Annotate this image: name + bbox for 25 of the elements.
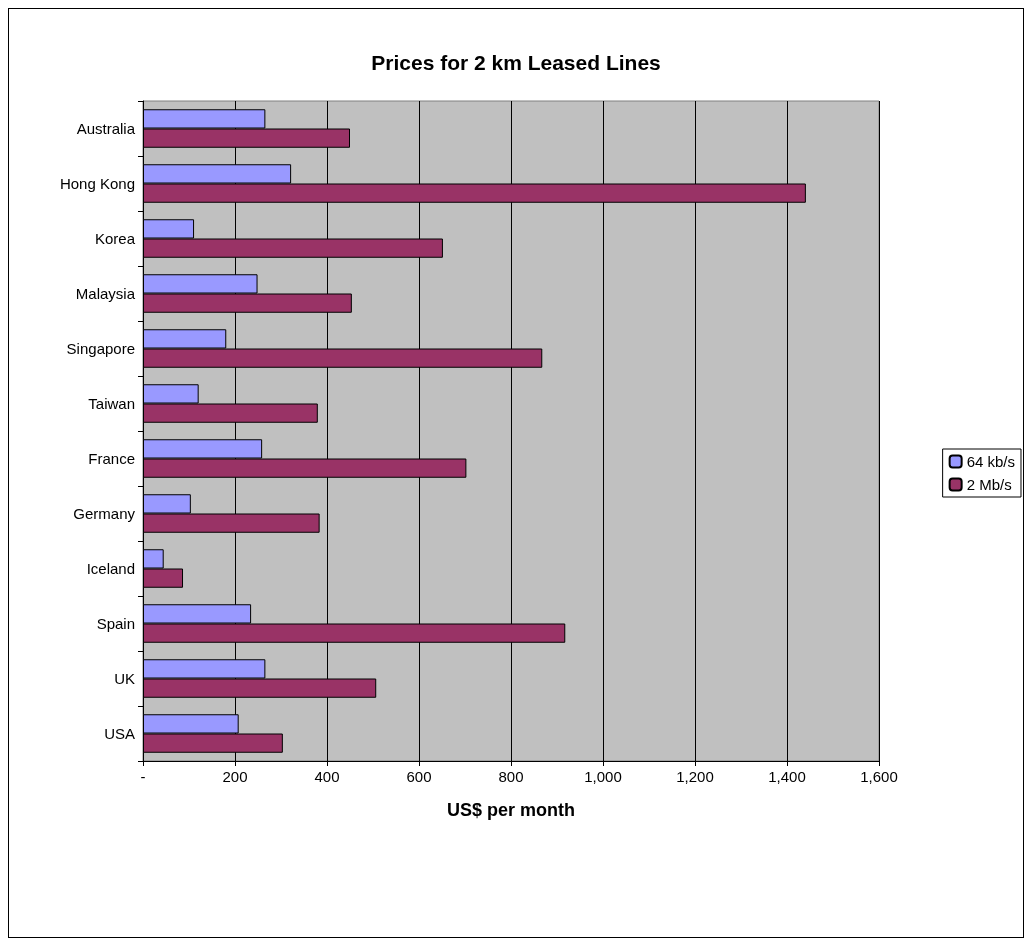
x-tick-label: 800	[498, 768, 524, 785]
x-tick-label: 1,400	[768, 768, 806, 785]
y-tick-label: UK	[114, 670, 135, 687]
x-tick-label: 1,200	[676, 768, 714, 785]
y-tick-label: France	[88, 450, 135, 467]
y-tick-label: Australia	[76, 120, 136, 137]
y-tick-label: Spain	[96, 615, 135, 632]
y-tick-label: Malaysia	[75, 285, 136, 302]
x-axis-title: US$ per month	[446, 800, 576, 820]
y-tick-label: Singapore	[66, 340, 135, 357]
x-tick-label: 1,000	[584, 768, 622, 785]
chart-title: Prices for 2 km Leased Lines	[371, 51, 661, 74]
x-tick-label: 200	[222, 768, 248, 785]
y-tick-label: Taiwan	[88, 395, 135, 412]
x-tick-label: -	[140, 768, 146, 785]
y-tick-label: Hong Kong	[59, 175, 135, 192]
y-tick-label: Korea	[94, 230, 136, 247]
y-tick-label: Germany	[73, 505, 136, 522]
x-tick-label: 1,600	[860, 768, 898, 785]
legend-label: 64 kb/s	[966, 453, 1016, 470]
y-tick-label: USA	[104, 725, 135, 742]
x-tick-label: 600	[406, 768, 432, 785]
y-tick-label: Iceland	[86, 560, 135, 577]
x-tick-label: 400	[314, 768, 340, 785]
legend-label: 2 Mb/s	[966, 476, 1012, 493]
